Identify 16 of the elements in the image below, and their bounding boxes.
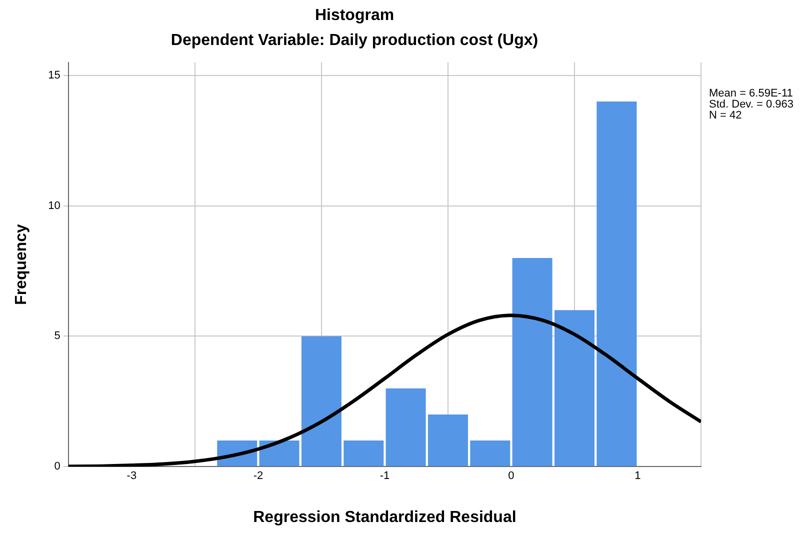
y-tick-label: 5 [54, 330, 60, 342]
text: N = 42 [709, 110, 742, 122]
x-tick-label: -3 [126, 470, 137, 482]
text: Mean = 6.59E-11 [709, 88, 793, 100]
chart-title: Histogram [314, 7, 394, 24]
x-axis-title: Regression Standardized Residual [253, 508, 516, 526]
x-tick-label: 1 [634, 470, 641, 482]
y-tick-label: 15 [48, 69, 60, 82]
y-tick-label: 10 [48, 200, 60, 212]
x-tick-label: 0 [508, 470, 514, 482]
text: Std. Dev. = 0.963 [709, 98, 794, 111]
y-tick-label: 0 [54, 460, 60, 473]
chart-subtitle: Dependent Variable: Daily production cost (Ugx) [170, 32, 538, 50]
x-tick-label: -2 [253, 470, 264, 482]
x-tick-label: -1 [380, 470, 390, 482]
y-axis-title: Frequency [13, 224, 30, 305]
